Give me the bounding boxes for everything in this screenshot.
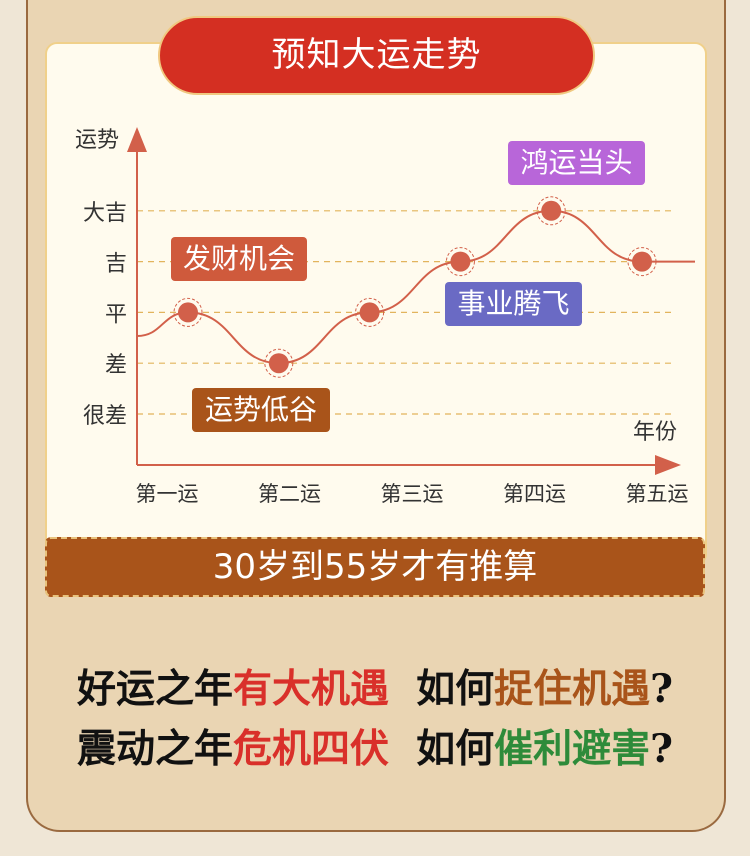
data-point-halo <box>173 297 203 327</box>
data-point <box>632 251 652 272</box>
slogan-segment: 震动之年 <box>76 726 233 772</box>
y-tick-label: 差 <box>105 353 127 378</box>
data-point-halo <box>355 297 385 327</box>
x-axis-arrow-icon <box>655 455 681 475</box>
slogan-segment: ? <box>650 666 674 712</box>
annotation-label: 鸿运当头 <box>508 141 645 185</box>
y-axis-label: 运势 <box>75 128 119 153</box>
data-point-halo <box>264 348 294 378</box>
data-point <box>450 251 471 272</box>
slogan-segment: 催利避害 <box>494 726 651 772</box>
y-tick-label: 大吉 <box>83 201 127 226</box>
y-tick-label: 平 <box>105 302 127 327</box>
x-tick-label: 第二运 <box>258 482 321 506</box>
x-axis-label: 年份 <box>633 420 677 445</box>
slogan-segment: 如何 <box>389 726 495 772</box>
slogan-segment: 危机四伏 <box>232 726 389 772</box>
page-title: 预知大运走势 <box>158 16 595 95</box>
x-tick-label: 第四运 <box>503 482 566 506</box>
data-point <box>178 302 198 323</box>
slogan-line-1: 好运之年有大机遇 如何捉住机遇? <box>0 658 750 714</box>
data-point-halo <box>536 196 566 226</box>
series-line <box>136 209 695 365</box>
x-tick-label: 第一运 <box>136 482 199 506</box>
y-tick-label: 吉 <box>105 252 127 277</box>
annotation-label: 运势低谷 <box>192 388 330 432</box>
slogan-segment: 捉住机遇 <box>494 666 651 712</box>
data-point <box>268 353 289 374</box>
y-tick-label: 很差 <box>83 404 127 429</box>
y-axis-arrow-icon <box>127 127 147 152</box>
slogan-line-2: 震动之年危机四伏 如何催利避害? <box>0 718 750 774</box>
data-point <box>359 302 380 323</box>
slogan-segment: 有大机遇 <box>232 666 389 712</box>
slogan-segment: 好运之年 <box>76 666 233 712</box>
data-point-halo <box>445 247 475 277</box>
slogan-segment: ? <box>650 726 674 772</box>
age-range-banner: 30岁到55岁才有推算 <box>45 537 705 597</box>
chart-card <box>45 42 707 566</box>
annotation-label: 发财机会 <box>171 237 307 281</box>
data-point <box>541 200 562 221</box>
annotation-label: 事业腾飞 <box>445 282 582 326</box>
slogan-segment: 如何 <box>389 666 495 712</box>
data-point-halo <box>627 247 657 277</box>
x-tick-label: 第五运 <box>626 482 689 506</box>
x-tick-label: 第三运 <box>381 482 444 506</box>
